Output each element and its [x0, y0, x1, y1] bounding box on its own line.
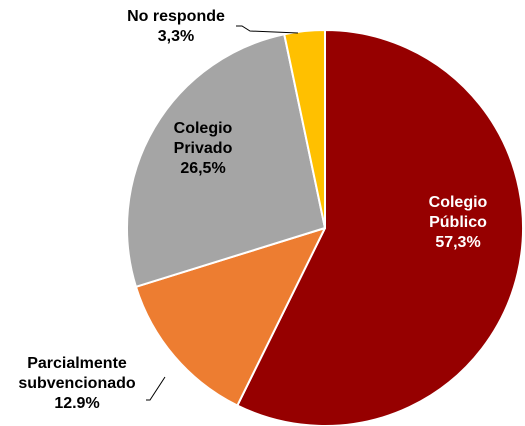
slice-label-parcial: Parcialmente subvencionado 12.9% [18, 355, 136, 412]
pie-slice-privado [126, 33, 326, 288]
slice-label-privado: Colegio Privado 26,5% [174, 120, 233, 177]
slice-label-line: Colegio [429, 194, 488, 211]
slice-label-line: Parcialmente [27, 355, 127, 372]
slice-label-line: 26,5% [180, 160, 225, 177]
leader-line-parcial [146, 376, 166, 401]
pie-slices [126, 29, 524, 426]
slice-label-line: 57,3% [435, 234, 480, 251]
slice-label-line: subvencionado [18, 375, 136, 392]
slice-label-line: No responde [127, 8, 225, 25]
slice-label-line: Colegio [174, 120, 233, 137]
slice-label-noresponde: No responde 3,3% [127, 8, 225, 45]
slice-label-line: Privado [174, 140, 233, 157]
leader-line-noresponde [236, 25, 299, 34]
slice-labels: Colegio Público 57,3% Parcialmente subvencio… [18, 8, 487, 412]
slice-label-line: Público [429, 214, 487, 231]
leader-lines [146, 25, 299, 401]
slice-label-line: 12.9% [54, 395, 99, 412]
pie-slice-noresponde [283, 29, 326, 229]
slice-label-line: 3,3% [158, 28, 194, 45]
slice-label-publico: Colegio Público 57,3% [429, 194, 488, 251]
